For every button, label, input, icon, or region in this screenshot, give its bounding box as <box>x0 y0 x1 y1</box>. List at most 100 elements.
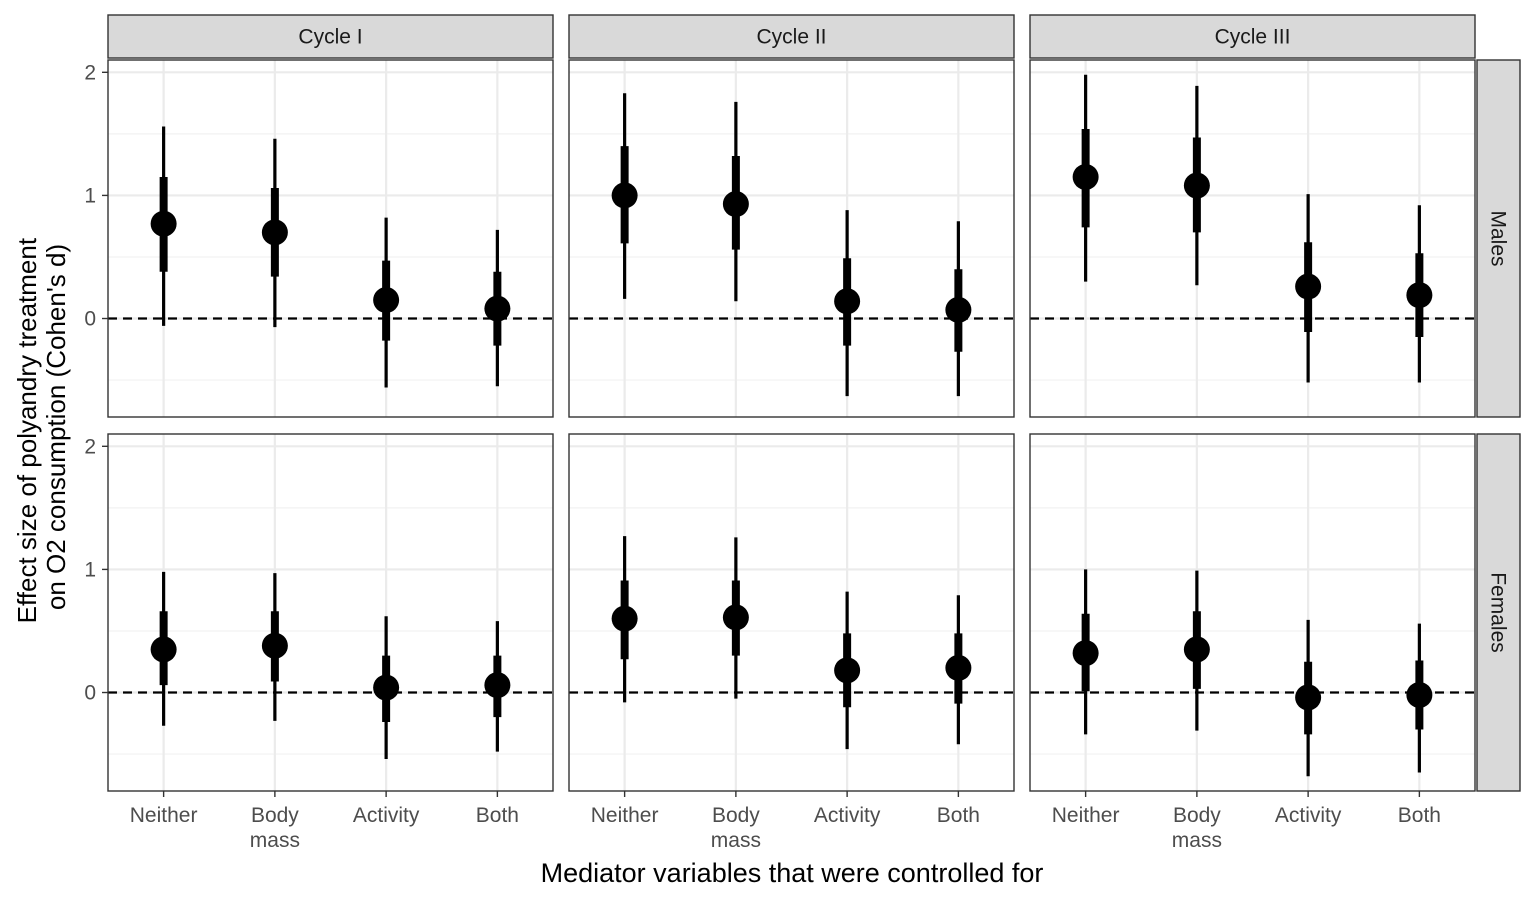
y-tick-label: 0 <box>84 308 96 331</box>
pointrange-activity <box>1295 619 1322 777</box>
pointrange-activity <box>834 210 861 397</box>
point-estimate <box>1295 684 1322 711</box>
point-estimate <box>611 182 638 209</box>
panel-females-cycle-ii <box>568 433 1015 792</box>
strip-cycle-iii: Cycle III <box>1029 14 1476 59</box>
pointrange-both <box>484 621 511 752</box>
pointrange-activity <box>834 591 861 750</box>
pointrange-body-mass <box>722 537 749 699</box>
strip-background <box>1029 14 1476 59</box>
panel-border <box>568 433 1015 792</box>
strip-cycle-i: Cycle I <box>107 14 554 59</box>
pointrange-body-mass <box>261 138 288 328</box>
point-estimate <box>1183 172 1210 199</box>
strip-label: Cycle III <box>1215 26 1291 49</box>
point-estimate <box>484 672 511 699</box>
pointrange-neither <box>611 93 638 299</box>
x-tick-label: Body mass <box>1172 804 1222 852</box>
y-axis-title: Effect size of polyandry treatment on O2… <box>12 231 71 624</box>
pointrange-body-mass <box>1183 570 1210 731</box>
pointrange-neither <box>150 126 177 326</box>
point-estimate <box>611 605 638 632</box>
point-estimate <box>1406 282 1433 309</box>
panel-background <box>108 434 553 791</box>
point-estimate <box>150 636 177 663</box>
point-estimate <box>1072 163 1099 190</box>
pointrange-neither <box>150 571 177 726</box>
y-tick-label: 0 <box>84 682 96 705</box>
point-estimate <box>373 287 400 314</box>
point-estimate <box>1183 636 1210 663</box>
x-tick-label: Neither <box>130 804 198 827</box>
point-estimate <box>1295 273 1322 300</box>
point-estimate <box>834 657 861 684</box>
point-estimate <box>373 674 400 701</box>
pointrange-neither <box>611 536 638 703</box>
y-tick-label: 1 <box>84 558 96 581</box>
y-tick-label: 1 <box>84 184 96 207</box>
panel-males-cycle-i <box>107 59 554 418</box>
x-tick-label: Neither <box>1052 804 1120 827</box>
x-tick-label: Neither <box>591 804 659 827</box>
panel-males-cycle-iii <box>1029 59 1476 418</box>
pointrange-activity <box>1295 194 1322 383</box>
y-tick-label: 2 <box>84 435 96 458</box>
point-estimate <box>261 219 288 246</box>
panel-background <box>569 434 1014 791</box>
panel-border <box>1029 433 1476 792</box>
point-estimate <box>1406 681 1433 708</box>
x-tick-label: Both <box>476 804 519 827</box>
pointrange-both <box>945 221 972 397</box>
pointrange-activity <box>373 616 400 759</box>
panel-males-cycle-ii <box>568 59 1015 418</box>
strip-females: Females <box>1476 433 1521 792</box>
strip-label: Females <box>1487 572 1510 653</box>
x-tick-label: Both <box>937 804 980 827</box>
point-estimate <box>722 604 749 631</box>
pointrange-body-mass <box>1183 85 1210 286</box>
panel-border <box>107 59 554 418</box>
panel-border <box>107 433 554 792</box>
pointrange-neither <box>1072 569 1099 735</box>
panels <box>107 59 1476 792</box>
strip-cycle-ii: Cycle II <box>568 14 1015 59</box>
pointrange-both <box>945 595 972 745</box>
pointrange-both <box>1406 205 1433 383</box>
pointrange-body-mass <box>722 101 749 302</box>
point-estimate <box>261 632 288 659</box>
strip-label: Cycle II <box>756 26 826 49</box>
panel-females-cycle-i <box>107 433 554 792</box>
x-axis-title: Mediator variables that were controlled … <box>541 858 1044 888</box>
panel-background <box>569 60 1014 417</box>
axes: 0 1 2 0 1 2 Neither Body mass Activity Both Neither… <box>84 61 1441 852</box>
x-tick-label: Body mass <box>250 804 300 852</box>
point-estimate <box>150 210 177 237</box>
facet-strips: Cycle I Cycle II Cycle III Males Females <box>107 14 1521 792</box>
point-estimate <box>834 288 861 315</box>
x-tick-label: Activity <box>1275 804 1342 827</box>
x-tick-label: Body mass <box>711 804 761 852</box>
strip-label: Cycle I <box>298 26 362 49</box>
panel-background <box>1030 434 1475 791</box>
point-estimate <box>945 654 972 681</box>
strip-males: Males <box>1476 59 1521 418</box>
y-axis-title-line-2: on O2 consumption (Cohen's d) <box>41 244 71 610</box>
x-tick-label: Activity <box>814 804 881 827</box>
panel-border <box>568 59 1015 418</box>
x-tick-label: Both <box>1398 804 1441 827</box>
point-estimate <box>1072 640 1099 667</box>
strip-background <box>568 14 1015 59</box>
panel-background <box>1030 60 1475 417</box>
x-tick-label: Activity <box>353 804 420 827</box>
pointrange-both <box>484 229 511 387</box>
pointrange-body-mass <box>261 573 288 721</box>
strip-background <box>107 14 554 59</box>
point-estimate <box>722 191 749 218</box>
panel-females-cycle-iii <box>1029 433 1476 792</box>
point-estimate <box>945 296 972 323</box>
point-estimate <box>484 295 511 322</box>
strip-background <box>1476 433 1521 792</box>
panel-border <box>1029 59 1476 418</box>
pointrange-activity <box>373 217 400 388</box>
